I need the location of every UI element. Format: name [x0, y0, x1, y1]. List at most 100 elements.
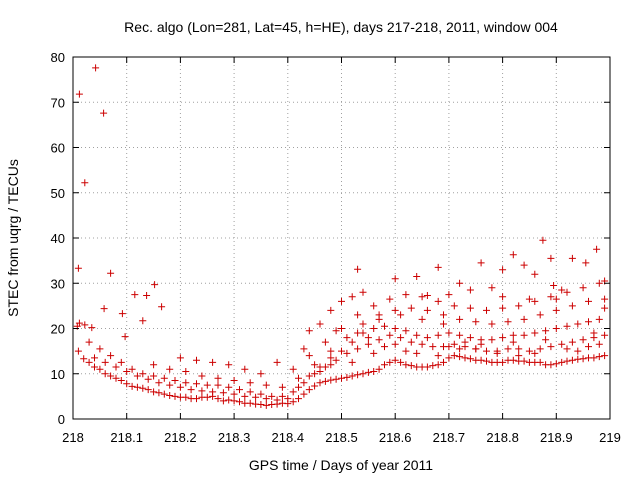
- data-point: [107, 269, 115, 277]
- y-tick-label: 80: [51, 50, 65, 65]
- data-point: [121, 333, 129, 341]
- data-point: [305, 352, 313, 360]
- data-point: [375, 336, 383, 344]
- data-point: [488, 320, 496, 328]
- data-point: [568, 302, 576, 310]
- data-point: [504, 345, 512, 353]
- data-point: [348, 293, 356, 301]
- data-point: [182, 393, 190, 401]
- data-point: [158, 303, 166, 311]
- data-point: [139, 370, 147, 378]
- data-point: [257, 390, 265, 398]
- data-point: [397, 311, 405, 319]
- data-point: [440, 320, 447, 328]
- data-point: [348, 358, 356, 366]
- data-point: [601, 352, 609, 360]
- data-point: [568, 254, 576, 262]
- x-tick-label: 218.4: [272, 430, 305, 445]
- data-point: [150, 372, 158, 380]
- data-point: [193, 380, 200, 388]
- data-point: [262, 401, 270, 409]
- data-point: [332, 375, 340, 383]
- data-point: [187, 386, 195, 394]
- data-point: [595, 315, 603, 323]
- data-point: [375, 365, 383, 373]
- data-point: [525, 295, 533, 303]
- data-point: [520, 357, 528, 365]
- y-tick-labels: 0 10 20 30 40 50 60 70 80: [51, 50, 65, 427]
- data-point: [585, 297, 592, 305]
- data-point: [504, 318, 512, 326]
- data-point: [456, 279, 464, 287]
- data-point: [166, 381, 174, 389]
- data-point: [209, 388, 217, 396]
- data-point: [230, 397, 238, 405]
- data-point: [139, 317, 147, 325]
- data-point: [536, 311, 544, 319]
- data-point: [176, 383, 184, 391]
- data-point: [74, 347, 82, 355]
- data-point: [499, 293, 507, 301]
- data-point: [509, 338, 517, 346]
- data-point: [151, 281, 159, 289]
- y-tick-label: 10: [51, 367, 65, 382]
- data-point: [531, 270, 539, 278]
- data-point: [311, 382, 319, 390]
- data-point: [440, 358, 447, 366]
- data-point: [332, 356, 340, 364]
- data-point: [133, 383, 141, 391]
- data-point: [268, 392, 276, 400]
- data-point: [590, 354, 598, 362]
- data-point: [445, 354, 453, 362]
- data-point: [295, 395, 302, 403]
- data-point: [295, 374, 302, 382]
- data-point: [525, 347, 533, 355]
- data-point: [219, 389, 227, 397]
- data-point: [262, 381, 270, 389]
- data-point: [370, 368, 378, 375]
- data-point: [278, 383, 286, 391]
- data-point: [143, 292, 151, 299]
- data-point: [391, 356, 399, 364]
- data-point: [128, 365, 136, 373]
- data-point: [316, 320, 324, 328]
- data-point: [423, 334, 431, 342]
- data-point: [101, 370, 109, 378]
- data-point: [370, 302, 378, 310]
- x-tick-label: 218.5: [325, 430, 358, 445]
- data-point: [241, 365, 249, 373]
- data-point: [370, 325, 378, 332]
- data-point: [219, 397, 227, 405]
- data-point: [198, 387, 206, 395]
- data-point: [74, 264, 82, 272]
- data-point: [123, 368, 131, 375]
- data-point: [386, 331, 394, 339]
- data-point: [450, 352, 458, 360]
- data-point: [354, 265, 362, 273]
- data-point: [91, 363, 98, 371]
- data-point: [466, 304, 474, 312]
- data-point: [338, 347, 345, 355]
- data-point: [593, 245, 601, 253]
- data-point: [354, 371, 362, 379]
- data-point: [552, 360, 560, 368]
- data-point: [429, 343, 437, 351]
- data-point: [563, 345, 571, 353]
- data-point: [96, 365, 104, 373]
- data-point: [300, 379, 308, 387]
- data-point: [225, 361, 233, 369]
- data-point: [182, 368, 190, 375]
- data-point: [101, 358, 109, 366]
- data-point: [547, 254, 555, 262]
- data-point: [92, 64, 100, 72]
- data-point: [434, 297, 442, 305]
- grid-lines: [73, 57, 610, 419]
- data-point: [316, 368, 324, 375]
- data-point: [252, 393, 260, 401]
- data-point: [359, 288, 367, 296]
- data-point: [236, 398, 243, 406]
- data-point: [193, 356, 200, 364]
- data-point: [450, 302, 458, 310]
- data-point: [558, 358, 566, 366]
